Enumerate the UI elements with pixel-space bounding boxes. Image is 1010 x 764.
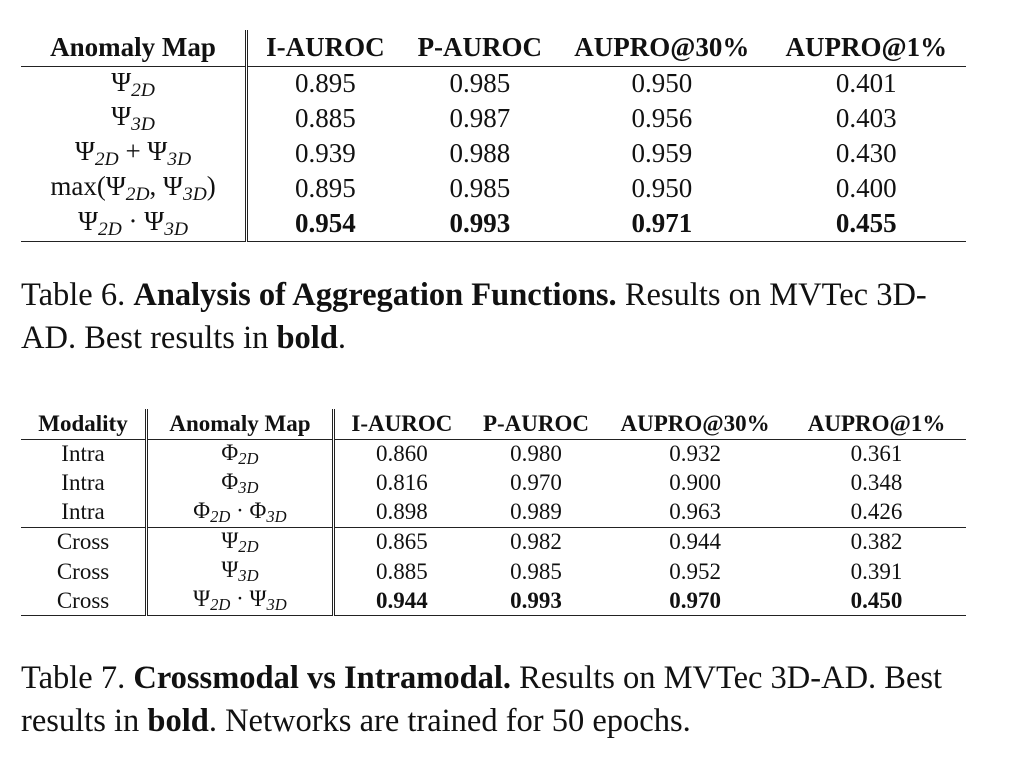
anomaly-map-cell: Φ2D [146, 439, 335, 469]
header-i-auroc: I-AUROC [266, 32, 385, 63]
table-row: Intra Φ2D · Φ3D 0.898 0.989 0.963 0.426 [21, 497, 966, 528]
table-row: Intra Φ2D 0.860 0.980 0.932 0.361 [21, 439, 966, 469]
aupro1-cell: 0.403 [835, 103, 897, 134]
caption-text-end: . [337, 320, 347, 356]
aupro30-cell: 0.950 [631, 173, 693, 203]
i-auroc-cell: 0.860 [375, 441, 428, 467]
anomaly-map-cell: max(Ψ2D, Ψ3D) [21, 171, 249, 206]
aupro30-cell: 0.970 [669, 587, 721, 613]
aupro30-cell: 0.900 [669, 470, 721, 496]
modality-cell: Cross [21, 527, 149, 557]
i-auroc-cell: 0.885 [375, 558, 428, 584]
table-row: Cross Ψ2D 0.865 0.982 0.944 0.382 [21, 527, 966, 557]
p-auroc-cell: 0.985 [449, 173, 511, 203]
i-auroc-cell: 0.885 [294, 103, 356, 134]
table-7-caption: Table 7. Crossmodal vs Intramodal. Resul… [21, 657, 971, 743]
header-aupro30: AUPRO@30% [620, 410, 770, 436]
header-p-auroc: P-AUROC [482, 410, 590, 436]
aupro30-cell: 0.963 [669, 499, 721, 525]
anomaly-map-cell: Ψ2D · Ψ3D [146, 586, 335, 616]
i-auroc-cell: 0.816 [375, 470, 428, 496]
anomaly-map-cell: Φ2D · Φ3D [146, 497, 335, 528]
table-row: Ψ2D · Ψ3D 0.954 0.993 0.971 0.455 [21, 205, 966, 242]
aupro1-cell: 0.361 [850, 441, 903, 467]
table-6-header-row: Anomaly Map I-AUROC P-AUROC AUPRO@30% AU… [21, 30, 966, 66]
anomaly-map-cell: Ψ3D [146, 557, 335, 587]
p-auroc-cell: 0.985 [449, 68, 511, 99]
p-auroc-cell: 0.982 [510, 529, 562, 555]
table-6-caption: Table 6. Analysis of Aggregation Functio… [21, 274, 971, 360]
i-auroc-cell: 0.939 [294, 138, 356, 169]
caption-label: Table 7. [21, 660, 126, 696]
modality-cell: Intra [21, 497, 149, 528]
table-7-header-row: Modality Anomaly Map I-AUROC P-AUROC AUP… [21, 409, 966, 439]
caption-bold-word: bold [276, 320, 338, 356]
header-anomaly-map: Anomaly Map [146, 409, 335, 439]
anomaly-map-cell: Φ3D [146, 468, 335, 498]
caption-text-end: . Networks are trained for 50 epochs. [208, 703, 691, 739]
aupro1-cell: 0.426 [850, 499, 903, 525]
caption-text: Results on MVTec 3D-AD. Best results in [21, 660, 943, 739]
table-row: max(Ψ2D, Ψ3D) 0.895 0.985 0.950 0.400 [21, 171, 966, 206]
caption-bold-word: bold [147, 703, 209, 739]
header-i-auroc: I-AUROC [351, 410, 453, 436]
aupro30-cell: 0.944 [669, 529, 721, 555]
modality-cell: Cross [21, 557, 149, 587]
aupro30-cell: 0.971 [631, 207, 693, 238]
i-auroc-cell: 0.865 [375, 529, 428, 555]
header-aupro1: AUPRO@1% [807, 410, 946, 436]
p-auroc-cell: 0.988 [449, 138, 511, 169]
caption-label: Table 6. [21, 277, 126, 313]
p-auroc-cell: 0.985 [510, 558, 562, 584]
aupro1-cell: 0.401 [835, 68, 897, 99]
i-auroc-cell: 0.954 [294, 207, 356, 238]
table-row: Cross Ψ2D · Ψ3D 0.944 0.993 0.970 0.450 [21, 586, 966, 616]
anomaly-map-cell: Ψ2D [146, 527, 335, 557]
header-aupro30: AUPRO@30% [574, 32, 750, 63]
aupro30-cell: 0.952 [669, 558, 721, 584]
p-auroc-cell: 0.980 [510, 441, 562, 467]
p-auroc-cell: 0.989 [510, 499, 562, 525]
anomaly-map-cell: Ψ2D · Ψ3D [21, 205, 249, 242]
aupro30-cell: 0.932 [669, 441, 721, 467]
aupro1-cell: 0.348 [850, 470, 903, 496]
anomaly-map-cell: Ψ2D + Ψ3D [21, 136, 249, 172]
caption-text: Results on MVTec 3D-AD. Best results in [21, 277, 927, 356]
anomaly-map-cell: Ψ2D [21, 66, 249, 102]
aupro1-cell: 0.455 [835, 207, 897, 238]
caption-title: Analysis of Aggregation Functions. [133, 277, 617, 313]
header-p-auroc: P-AUROC [417, 32, 543, 63]
aupro1-cell: 0.430 [835, 138, 897, 169]
p-auroc-cell: 0.993 [510, 587, 562, 613]
anomaly-map-cell: Ψ3D [21, 101, 249, 137]
table-row: Cross Ψ3D 0.885 0.985 0.952 0.391 [21, 557, 966, 587]
table-7: Modality Anomaly Map I-AUROC P-AUROC AUP… [21, 409, 966, 616]
modality-cell: Intra [21, 439, 149, 469]
aupro30-cell: 0.950 [631, 68, 693, 99]
aupro30-cell: 0.956 [631, 103, 693, 134]
header-anomaly-map: Anomaly Map [21, 30, 249, 66]
aupro1-cell: 0.400 [835, 173, 897, 203]
i-auroc-cell: 0.944 [375, 587, 428, 613]
table-row: Ψ2D 0.895 0.985 0.950 0.401 [21, 66, 966, 102]
aupro1-cell: 0.450 [850, 587, 903, 613]
caption-title: Crossmodal vs Intramodal. [133, 660, 512, 696]
p-auroc-cell: 0.987 [449, 103, 511, 134]
header-aupro1: AUPRO@1% [785, 32, 948, 63]
table-row: Ψ3D 0.885 0.987 0.956 0.403 [21, 101, 966, 137]
i-auroc-cell: 0.898 [375, 499, 428, 525]
i-auroc-cell: 0.895 [294, 173, 356, 203]
modality-cell: Cross [21, 586, 149, 616]
table-row: Ψ2D + Ψ3D 0.939 0.988 0.959 0.430 [21, 136, 966, 172]
i-auroc-cell: 0.895 [294, 68, 356, 99]
header-modality: Modality [21, 409, 149, 439]
p-auroc-cell: 0.970 [510, 470, 562, 496]
aupro1-cell: 0.382 [850, 529, 903, 555]
aupro30-cell: 0.959 [631, 138, 693, 169]
aupro1-cell: 0.391 [850, 558, 903, 584]
modality-cell: Intra [21, 468, 149, 498]
p-auroc-cell: 0.993 [449, 207, 511, 238]
table-6: Anomaly Map I-AUROC P-AUROC AUPRO@30% AU… [21, 30, 966, 242]
table-row: Intra Φ3D 0.816 0.970 0.900 0.348 [21, 468, 966, 498]
